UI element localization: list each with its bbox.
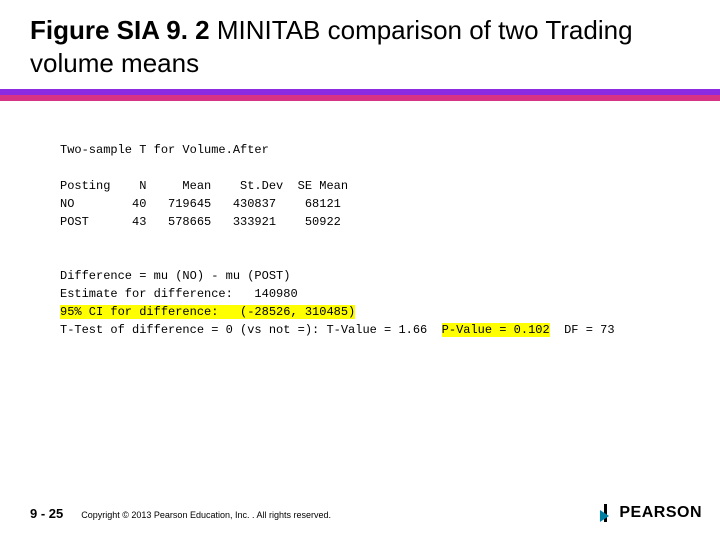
estimate-line: Estimate for difference: 140980 (60, 287, 298, 301)
df-suffix: DF = 73 (550, 323, 615, 337)
title-text: Figure SIA 9. 2 MINITAB comparison of tw… (30, 14, 690, 79)
page-number: 9 - 25 (30, 506, 63, 521)
table-header: Posting N Mean St.Dev SE Mean (60, 179, 348, 193)
copyright-text: Copyright © 2013 Pearson Education, Inc.… (81, 510, 331, 520)
logo-mark-icon (601, 504, 615, 522)
logo-text: PEARSON (619, 504, 702, 522)
pearson-logo: PEARSON (601, 504, 702, 522)
slide-title: Figure SIA 9. 2 MINITAB comparison of tw… (0, 0, 720, 89)
footer: 9 - 25 Copyright © 2013 Pearson Educatio… (0, 504, 720, 522)
diff-line: Difference = mu (NO) - mu (POST) (60, 269, 290, 283)
table-row: POST 43 578665 333921 50922 (60, 215, 341, 229)
output-heading: Two-sample T for Volume.After (60, 143, 269, 157)
minitab-output: Two-sample T for Volume.After Posting N … (0, 101, 720, 339)
footer-left: 9 - 25 Copyright © 2013 Pearson Educatio… (30, 506, 331, 521)
divider-bottom (0, 95, 720, 101)
ci-line-highlight: 95% CI for difference: (-28526, 310485) (60, 305, 355, 319)
title-bold: Figure SIA 9. 2 (30, 15, 210, 45)
pvalue-highlight: P-Value = 0.102 (442, 323, 550, 337)
ttest-prefix: T-Test of difference = 0 (vs not =): T-V… (60, 323, 442, 337)
divider-bar (0, 89, 720, 101)
table-row: NO 40 719645 430837 68121 (60, 197, 341, 211)
